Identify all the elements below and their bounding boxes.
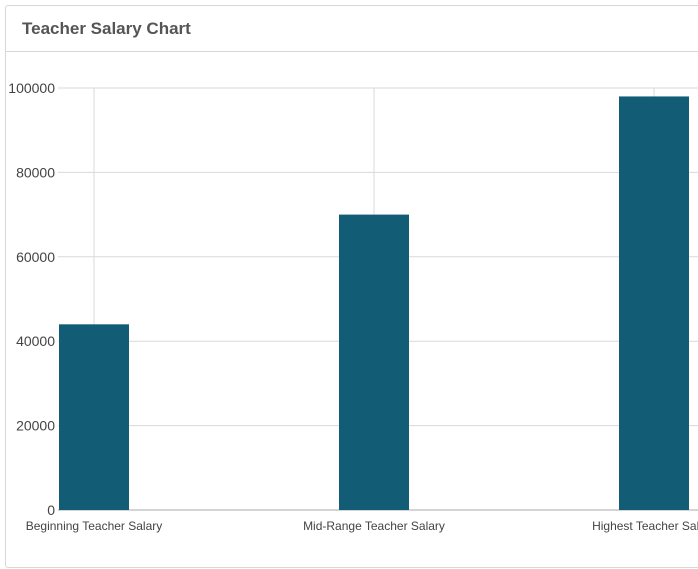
y-tick-label: 0 xyxy=(47,502,55,518)
bar-2 xyxy=(339,214,409,510)
y-tick-label: 80000 xyxy=(16,164,55,180)
panel-title: Teacher Salary Chart xyxy=(22,19,191,38)
y-tick-label: 100000 xyxy=(8,80,55,96)
bar-3 xyxy=(619,96,689,510)
x-category-label: Mid-Range Teacher Salary xyxy=(303,519,445,533)
panel-header: Teacher Salary Chart xyxy=(6,6,698,52)
x-category-label: Beginning Teacher Salary xyxy=(26,519,163,533)
y-tick-label: 60000 xyxy=(16,249,55,265)
y-tick-label: 40000 xyxy=(16,333,55,349)
x-category-label: Highest Teacher Salary xyxy=(592,519,698,533)
y-tick-label: 20000 xyxy=(16,418,55,434)
bar-1 xyxy=(59,324,129,510)
